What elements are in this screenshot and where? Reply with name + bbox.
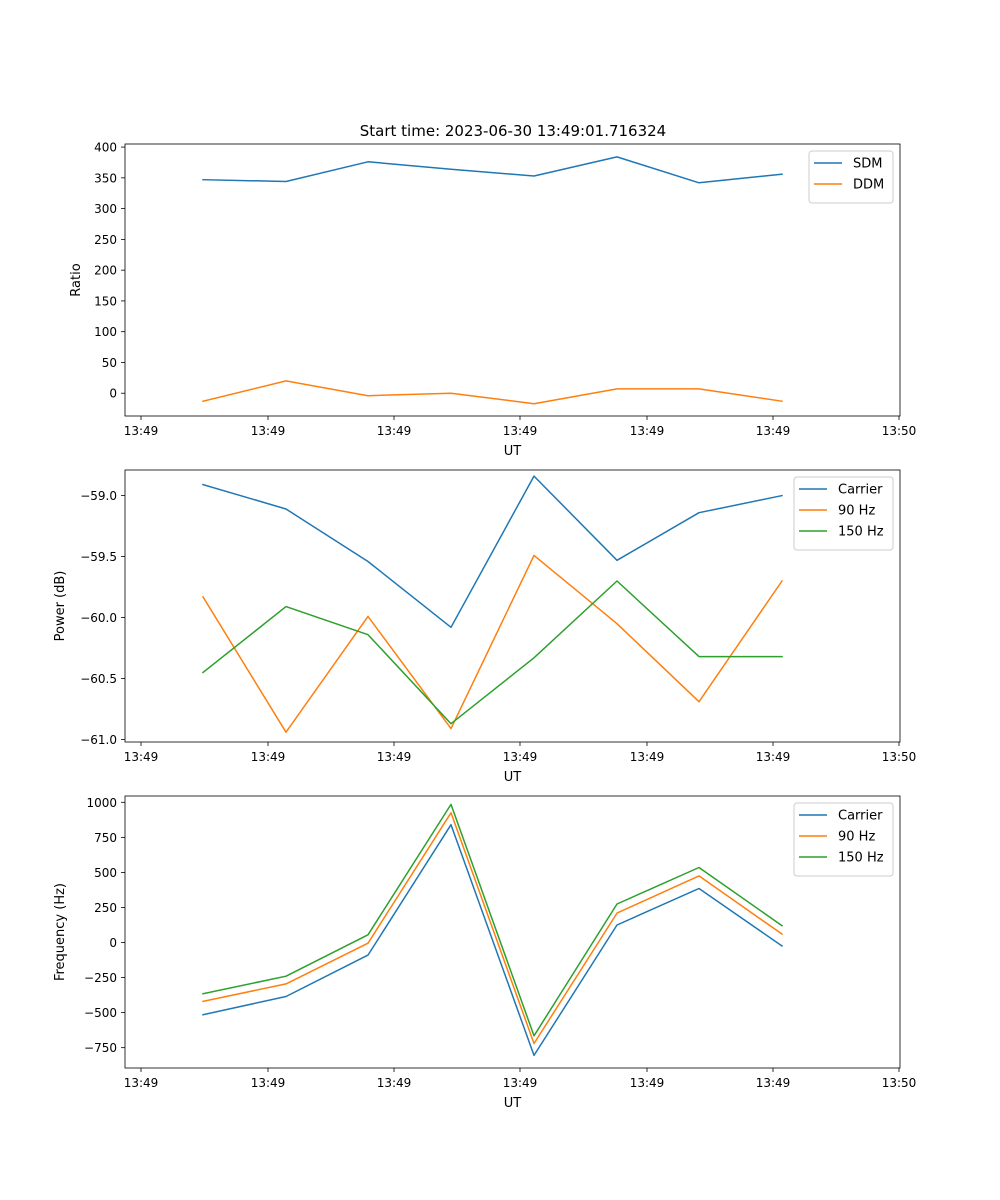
panels-group: 13:49 13:49 13:49 13:49 13:49 13:49 13:50 0 50 10… [53,141,916,1111]
x-tick-label: 13:49 [124,424,159,438]
x-tick-label: 13:49 [251,1076,286,1090]
x-tick-label: 13:49 [503,750,538,764]
y-tick-label: 50 [102,356,117,370]
series-line-3-3 [202,803,784,1037]
plot-frame [124,469,901,743]
y-tick-label: 100 [94,325,117,339]
x-tick-label: 13:49 [630,750,665,764]
x-tick-label: 13:49 [630,424,665,438]
series-line-3-2 [202,812,784,1045]
x-tick-label: 13:49 [756,1076,791,1090]
y-tick-label: −750 [84,1041,117,1055]
series-line-2-1 [202,475,783,629]
x-tick-label: 13:49 [251,424,286,438]
legend-label: SDM [853,157,882,172]
series-line-2-2 [201,554,784,733]
plot-frame [124,795,901,1069]
chart-panel-1: 13:49 13:49 13:49 13:49 13:49 13:49 13:50 0 50 10… [69,141,916,459]
figure-title: Start time: 2023-06-30 13:49:01.716324 [360,122,666,140]
y-axis-label: Ratio [69,263,84,296]
y-axis-label: Power (dB) [53,571,68,642]
x-tick-label: 13:50 [882,750,917,764]
legend-label: Carrier [838,483,883,498]
y-tick-label: −59.5 [80,550,117,564]
chart-panel-3: 13:49 13:49 13:49 13:49 13:49 13:49 13:50 −750 −… [53,795,917,1111]
y-tick-label: −60.5 [80,672,117,686]
x-tick-label: 13:49 [377,424,412,438]
series-line-1-2 [202,380,783,405]
x-tick-label: 13:50 [882,424,917,438]
y-tick-label: 350 [94,171,117,185]
y-tick-label: 0 [109,387,117,401]
x-tick-label: 13:49 [377,1076,412,1090]
y-tick-label: 500 [94,866,117,880]
x-tick-label: 13:50 [882,1076,917,1090]
legend-label: 90 Hz [838,504,875,519]
x-tick-label: 13:49 [377,750,412,764]
y-axis-label: Frequency (Hz) [53,883,68,981]
y-tick-label: −61.0 [80,733,117,747]
x-tick-label: 13:49 [630,1076,665,1090]
legend: Carrier 90 Hz 150 Hz [793,476,894,551]
legend-label: 150 Hz [838,525,884,540]
x-tick-label: 13:49 [756,750,791,764]
y-tick-label: 750 [94,831,117,845]
y-tick-label: 200 [94,264,117,278]
legend-label: DDM [853,178,884,193]
x-tick-label: 13:49 [251,750,286,764]
legend: Carrier 90 Hz 150 Hz [793,802,894,877]
series-line-2-3 [201,580,783,725]
y-tick-label: 1000 [86,796,117,810]
y-tick-label: −60.0 [80,611,117,625]
x-tick-label: 13:49 [124,1076,159,1090]
y-tick-label: 150 [94,294,117,308]
y-tick-label: −59.0 [80,489,117,503]
legend-label: 90 Hz [838,830,875,845]
legend: SDM DDM [808,150,894,204]
y-tick-label: 400 [94,141,117,155]
y-tick-label: 300 [94,202,117,216]
x-axis-label: UT [504,444,522,459]
y-tick-label: 250 [94,901,117,915]
series-line-1-1 [202,156,783,184]
x-tick-label: 13:49 [756,424,791,438]
chart-panel-2: 13:49 13:49 13:49 13:49 13:49 13:49 13:50 −61.0… [53,469,917,785]
x-tick-label: 13:49 [503,1076,538,1090]
x-tick-label: 13:49 [124,750,159,764]
legend-label: Carrier [838,809,883,824]
x-axis-label: UT [504,1096,522,1111]
series-line-3-1 [202,823,784,1057]
x-axis-label: UT [504,770,522,785]
y-tick-label: −250 [84,971,117,985]
legend-label: 150 Hz [838,851,884,866]
y-tick-label: 250 [94,233,117,247]
x-tick-label: 13:49 [503,424,538,438]
y-tick-label: 0 [109,936,117,950]
y-tick-label: −500 [84,1006,117,1020]
plot-frame [124,143,901,417]
legend-frame [808,150,894,204]
